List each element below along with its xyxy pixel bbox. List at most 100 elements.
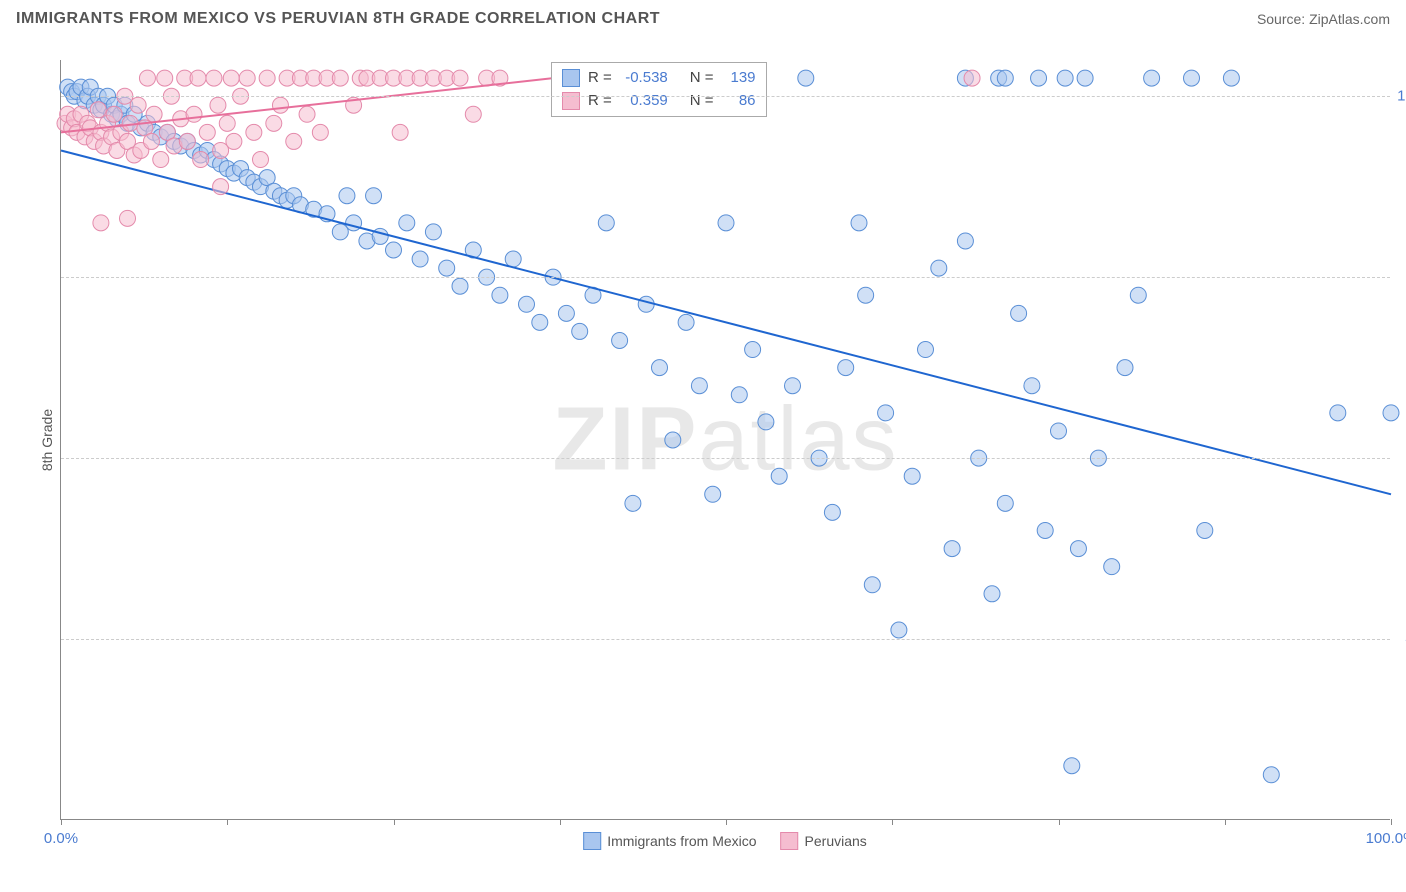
data-point-mexico (1070, 541, 1086, 557)
data-point-peruvians (146, 106, 162, 122)
data-point-peruvians (452, 70, 468, 86)
data-point-peruvians (120, 210, 136, 226)
data-point-mexico (718, 215, 734, 231)
data-point-mexico (1144, 70, 1160, 86)
stats-r-value: -0.538 (620, 67, 668, 90)
trend-line-mexico (61, 150, 1391, 494)
data-point-peruvians (465, 106, 481, 122)
data-point-peruvians (157, 70, 173, 86)
data-point-peruvians (106, 106, 122, 122)
data-point-mexico (412, 251, 428, 267)
legend-label: Immigrants from Mexico (607, 833, 756, 849)
data-point-mexico (944, 541, 960, 557)
data-point-mexico (758, 414, 774, 430)
data-point-mexico (1057, 70, 1073, 86)
data-point-peruvians (964, 70, 980, 86)
plot-svg (61, 60, 1390, 819)
data-point-mexico (997, 70, 1013, 86)
x-tick-mark (726, 819, 727, 825)
stats-n-value: 139 (722, 67, 756, 90)
data-point-mexico (1117, 360, 1133, 376)
data-point-mexico (1197, 522, 1213, 538)
data-point-mexico (1064, 758, 1080, 774)
data-point-mexico (1011, 305, 1027, 321)
source-prefix: Source: (1257, 11, 1309, 27)
data-point-mexico (771, 468, 787, 484)
data-point-peruvians (210, 97, 226, 113)
x-tick-mark (227, 819, 228, 825)
data-point-mexico (425, 224, 441, 240)
data-point-mexico (731, 387, 747, 403)
data-point-mexico (638, 296, 654, 312)
data-point-mexico (558, 305, 574, 321)
data-point-peruvians (93, 215, 109, 231)
data-point-mexico (492, 287, 508, 303)
data-point-mexico (931, 260, 947, 276)
data-point-mexico (1130, 287, 1146, 303)
x-tick-mark (1225, 819, 1226, 825)
data-point-peruvians (90, 102, 106, 118)
data-point-mexico (532, 314, 548, 330)
data-point-mexico (1330, 405, 1346, 421)
data-point-mexico (858, 287, 874, 303)
x-tick-mark (1059, 819, 1060, 825)
data-point-peruvians (143, 133, 159, 149)
data-point-peruvians (186, 106, 202, 122)
stats-r-label: R = (588, 67, 612, 90)
data-point-mexico (1031, 70, 1047, 86)
data-point-mexico (1077, 70, 1093, 86)
data-point-mexico (665, 432, 681, 448)
data-point-mexico (691, 378, 707, 394)
gridline-h (61, 458, 1390, 459)
chart-title: IMMIGRANTS FROM MEXICO VS PERUVIAN 8TH G… (16, 10, 660, 28)
data-point-peruvians (226, 133, 242, 149)
data-point-peruvians (272, 97, 288, 113)
data-point-peruvians (312, 124, 328, 140)
data-point-mexico (957, 233, 973, 249)
data-point-peruvians (193, 152, 209, 168)
data-point-peruvians (299, 106, 315, 122)
source-name: ZipAtlas.com (1309, 11, 1390, 27)
data-point-mexico (878, 405, 894, 421)
data-point-peruvians (239, 70, 255, 86)
data-point-peruvians (190, 70, 206, 86)
data-point-mexico (598, 215, 614, 231)
chart-area: 8th Grade ZIPatlas R = -0.538N = 139R = … (60, 60, 1390, 820)
data-point-mexico (851, 215, 867, 231)
data-point-mexico (1223, 70, 1239, 86)
y-tick-label: 60.0% (1393, 450, 1406, 467)
legend-item-mexico: Immigrants from Mexico (583, 832, 756, 850)
gridline-h (61, 96, 1390, 97)
gridline-h (61, 277, 1390, 278)
y-tick-label: 100.0% (1393, 88, 1406, 105)
data-point-peruvians (392, 124, 408, 140)
stats-n-label: N = (690, 90, 714, 113)
data-point-mexico (864, 577, 880, 593)
data-point-mexico (339, 188, 355, 204)
data-point-mexico (1263, 767, 1279, 783)
stats-row-mexico: R = -0.538N = 139 (562, 67, 756, 90)
data-point-mexico (572, 323, 588, 339)
data-point-mexico (997, 495, 1013, 511)
correlation-stats-box: R = -0.538N = 139R = 0.359N = 86 (551, 62, 767, 117)
stats-n-value: 86 (722, 90, 756, 113)
legend-label: Peruvians (805, 833, 867, 849)
data-point-mexico (452, 278, 468, 294)
data-point-mexico (904, 468, 920, 484)
data-point-mexico (439, 260, 455, 276)
data-point-mexico (678, 314, 694, 330)
data-point-mexico (1051, 423, 1067, 439)
data-point-peruvians (332, 70, 348, 86)
legend-item-peruvians: Peruvians (781, 832, 867, 850)
data-point-peruvians (259, 70, 275, 86)
data-point-mexico (1383, 405, 1399, 421)
data-point-mexico (984, 586, 1000, 602)
stats-r-label: R = (588, 90, 612, 113)
data-point-mexico (798, 70, 814, 86)
data-point-peruvians (153, 152, 169, 168)
data-point-mexico (1104, 559, 1120, 575)
plot-region: 8th Grade ZIPatlas R = -0.538N = 139R = … (60, 60, 1390, 820)
data-point-mexico (785, 378, 801, 394)
legend-swatch-mexico (583, 832, 601, 850)
data-point-mexico (705, 486, 721, 502)
